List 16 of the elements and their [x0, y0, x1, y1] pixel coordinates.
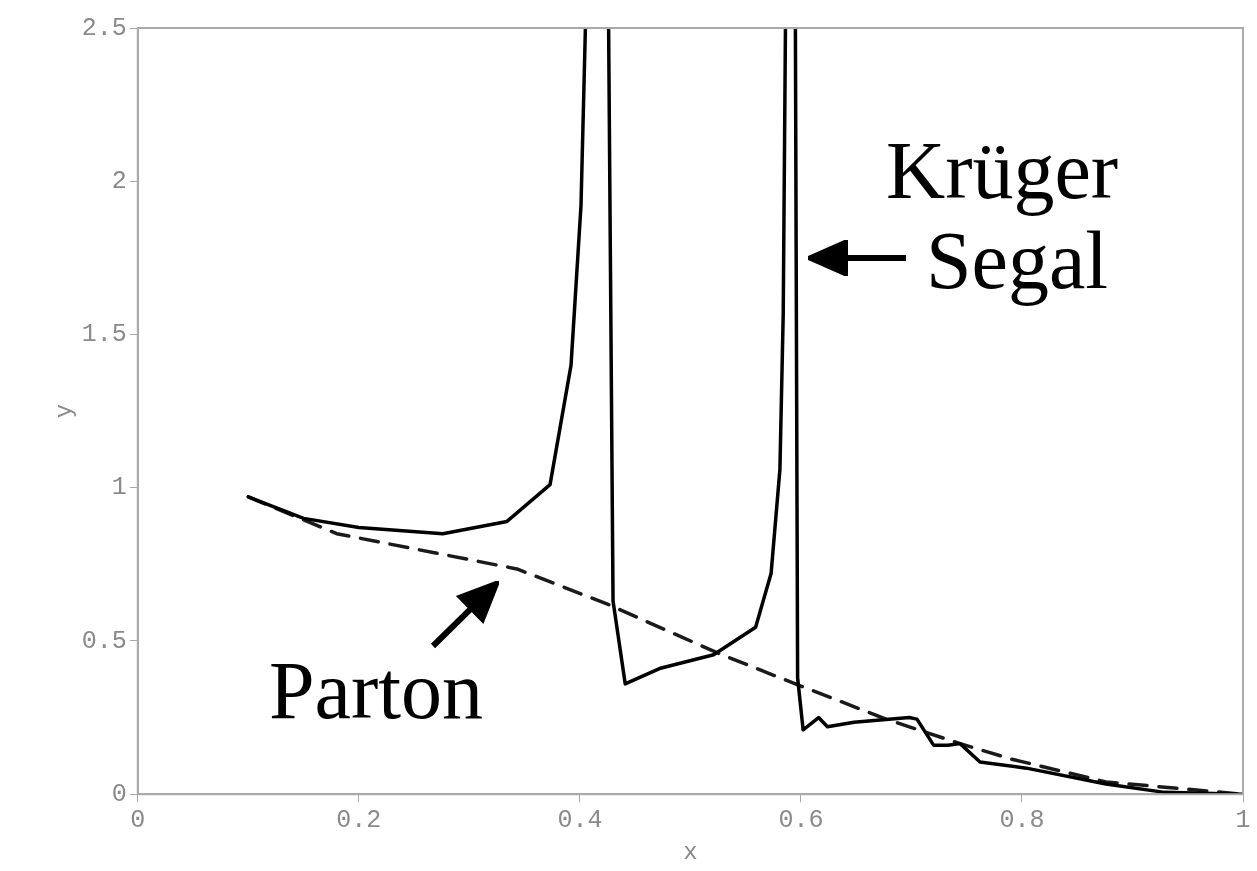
y-tick-label: 2.5 [81, 13, 127, 43]
y-tick-label: 1.5 [81, 320, 127, 350]
x-tick-label: 0 [130, 805, 146, 835]
x-tick-label: 1 [1235, 805, 1251, 835]
x-tick-label: 0.6 [778, 805, 824, 835]
y-tick-label: 1 [111, 473, 127, 503]
annotation: Parton [268, 645, 484, 737]
annotation: Krüger Segal [885, 124, 1119, 306]
y-tick-label: 2 [111, 166, 127, 196]
y-tick-label: 0 [111, 779, 127, 809]
y-tick-label: 0.5 [81, 626, 127, 656]
x-tick-label: 0.4 [557, 805, 603, 835]
x-axis-title: x [683, 838, 698, 866]
x-tick-label: 0.2 [336, 805, 382, 835]
x-tick-label: 0.8 [999, 805, 1045, 835]
y-axis-title: y [50, 403, 78, 419]
